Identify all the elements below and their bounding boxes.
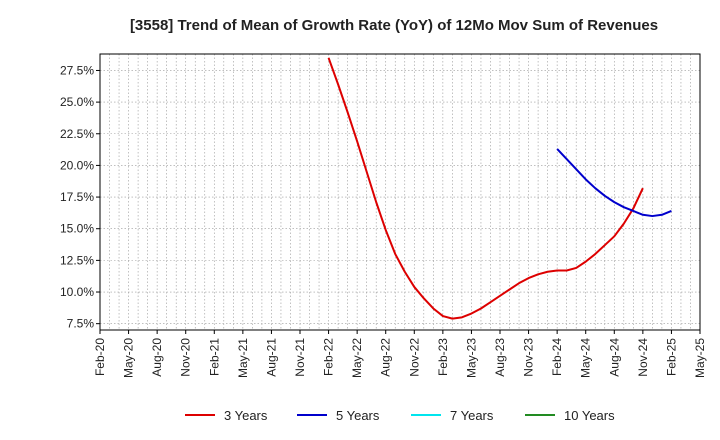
x-tick-label: May-22	[350, 338, 364, 378]
x-tick-label: Aug-21	[264, 338, 278, 377]
y-tick-label: 17.5%	[60, 190, 94, 204]
series-lines	[327, 57, 672, 320]
x-tick-label: Aug-22	[379, 338, 393, 377]
y-tick-label: 10.0%	[60, 285, 94, 299]
x-tick-label: Aug-20	[150, 338, 164, 377]
y-tick-label: 7.5%	[67, 317, 95, 331]
x-tick-label: May-24	[579, 338, 593, 378]
x-tick-label: May-23	[464, 338, 478, 378]
x-tick-label: Nov-20	[179, 338, 193, 377]
y-tick-label: 15.0%	[60, 222, 94, 236]
x-tick-label: May-20	[122, 338, 136, 378]
chart-title: [3558] Trend of Mean of Growth Rate (YoY…	[130, 17, 658, 34]
x-tick-label: Nov-24	[636, 338, 650, 377]
x-tick-label: Feb-25	[664, 338, 678, 376]
legend-label: 3 Years	[224, 408, 268, 423]
legend: 3 Years 5 Years 7 Years 10 Years	[185, 408, 615, 423]
y-tick-label: 27.5%	[60, 63, 94, 77]
y-tick-label: 22.5%	[60, 127, 94, 141]
x-tick-label: Feb-22	[322, 338, 336, 376]
series-line-3-years	[327, 57, 644, 320]
y-tick-label: 12.5%	[60, 253, 94, 267]
legend-label: 5 Years	[336, 408, 380, 423]
x-tick-label: Nov-23	[522, 338, 536, 377]
x-tick-label: Feb-23	[436, 338, 450, 376]
y-axis: 7.5% 10.0% 12.5% 15.0% 17.5% 20.0% 22.5% 25.0% 2…	[60, 63, 100, 331]
y-tick-label: 25.0%	[60, 95, 94, 109]
x-tick-label: May-21	[236, 338, 250, 378]
x-tick-label: Feb-24	[550, 338, 564, 376]
legend-label: 7 Years	[450, 408, 494, 423]
y-tick-label: 20.0%	[60, 158, 94, 172]
x-tick-label: Nov-21	[293, 338, 307, 377]
x-tick-label: Aug-23	[493, 338, 507, 377]
x-tick-label: Feb-20	[93, 338, 107, 376]
x-axis: Feb-20 May-20 Aug-20 Nov-20 Feb-21 May-21 Aug-…	[93, 330, 707, 378]
x-tick-label: May-25	[693, 338, 707, 378]
x-tick-label: Nov-22	[407, 338, 421, 377]
x-tick-label: Feb-21	[207, 338, 221, 376]
plot-frame	[99, 53, 701, 331]
x-tick-label: Aug-24	[607, 338, 621, 377]
series-line-5-years	[556, 148, 672, 218]
legend-label: 10 Years	[564, 408, 615, 423]
grid	[100, 54, 700, 330]
